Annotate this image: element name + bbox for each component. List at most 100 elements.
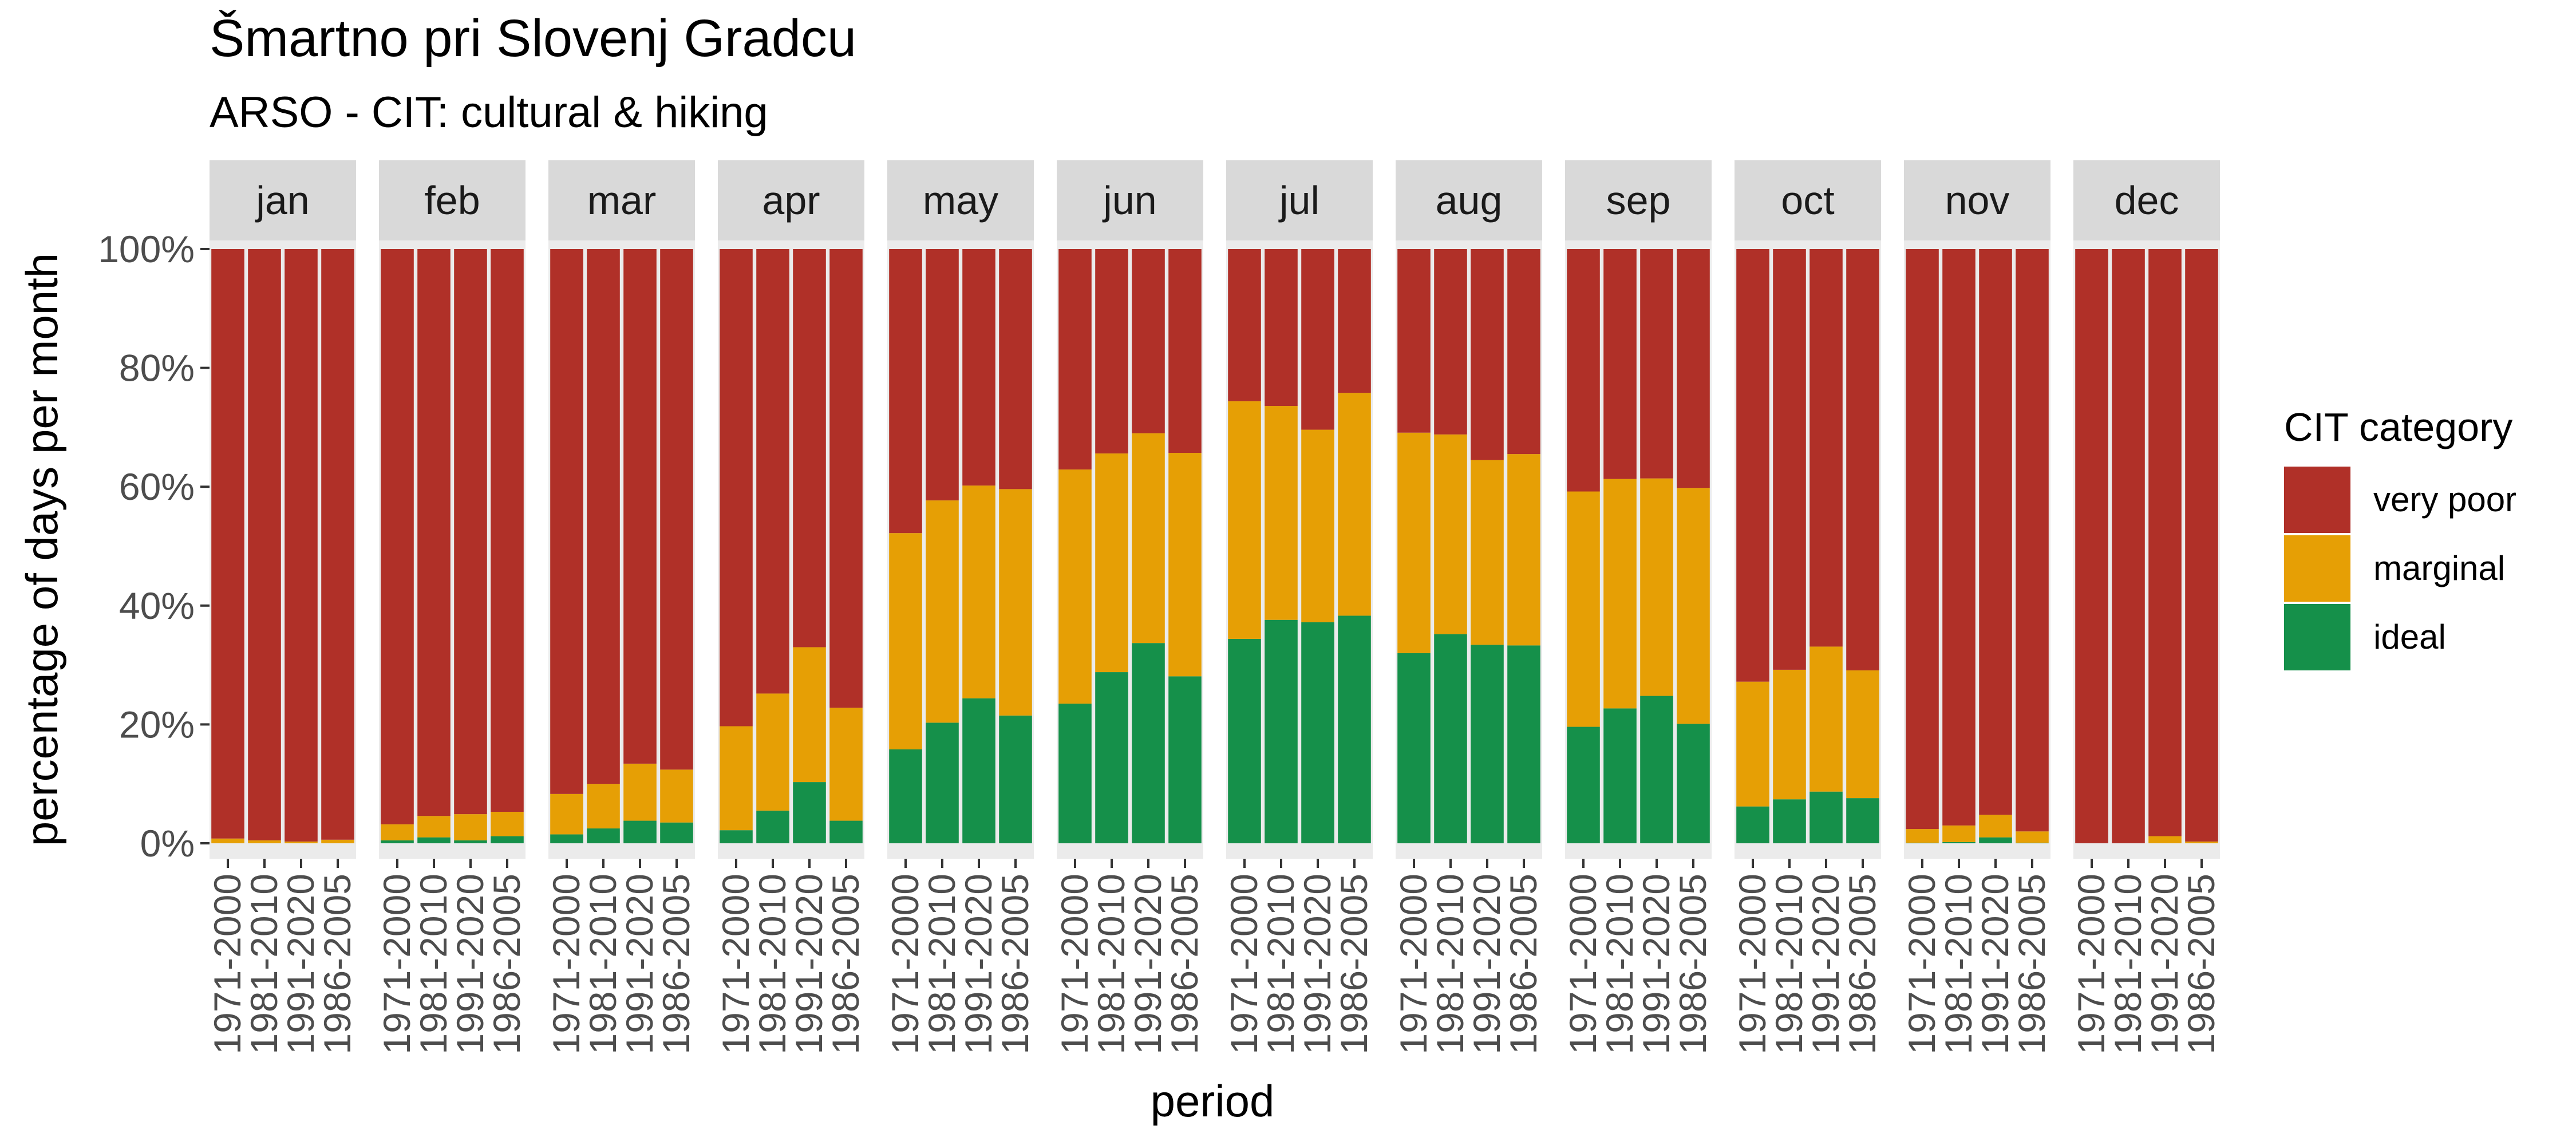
bar-dec-1986-2005-very-poor <box>2185 249 2218 842</box>
bar-jan-1991-2020-marginal <box>285 841 318 843</box>
bar-aug-1971-2000-ideal <box>1397 653 1431 843</box>
x-tick-label-nov-1981-2010: 1981-2010 <box>1937 874 1980 1055</box>
x-tick-label-apr-1986-2005: 1986-2005 <box>824 874 867 1055</box>
strip-label-aug: aug <box>1436 178 1503 223</box>
bar-may-1991-2020-marginal <box>962 485 995 698</box>
x-tick-label-mar-1986-2005: 1986-2005 <box>655 874 697 1055</box>
x-tick-label-oct-1971-2000: 1971-2000 <box>1731 874 1773 1055</box>
bar-oct-1981-2010-ideal <box>1773 799 1806 843</box>
bar-sep-1991-2020-very-poor <box>1640 249 1673 479</box>
strip-label-may: may <box>923 178 998 223</box>
bar-sep-1986-2005-ideal <box>1677 724 1710 843</box>
bar-feb-1981-2010-very-poor <box>417 249 451 816</box>
x-tick-label-jul-1971-2000: 1971-2000 <box>1223 874 1265 1055</box>
bar-oct-1971-2000-very-poor <box>1736 249 1769 682</box>
bar-feb-1971-2000-marginal <box>381 824 414 840</box>
x-tick-label-aug-1981-2010: 1981-2010 <box>1429 874 1471 1055</box>
x-tick-label-jun-1991-2020: 1991-2020 <box>1127 874 1169 1055</box>
bar-aug-1991-2020-very-poor <box>1471 249 1504 460</box>
x-tick-label-nov-1986-2005: 1986-2005 <box>2010 874 2053 1055</box>
bar-oct-1991-2020-very-poor <box>1809 249 1843 647</box>
y-axis-title: percentage of days per month <box>17 253 67 846</box>
strip-aug <box>1396 160 1542 240</box>
bar-nov-1971-2000-marginal <box>1906 829 1939 843</box>
bar-dec-1991-2020-very-poor <box>2148 249 2182 836</box>
bar-jun-1981-2010-ideal <box>1095 672 1128 843</box>
bar-may-1986-2005-marginal <box>999 489 1032 716</box>
bar-may-1971-2000-ideal <box>889 749 922 843</box>
strip-oct <box>1735 160 1881 240</box>
bar-nov-1991-2020-very-poor <box>1979 249 2012 815</box>
bar-apr-1986-2005-marginal <box>829 708 863 821</box>
bar-mar-1971-2000-ideal <box>550 834 583 843</box>
bar-aug-1986-2005-marginal <box>1507 454 1540 646</box>
bar-jun-1991-2020-very-poor <box>1132 249 1165 433</box>
strip-jan <box>210 160 356 240</box>
bar-mar-1981-2010-ideal <box>587 828 620 843</box>
bar-oct-1991-2020-marginal <box>1809 646 1843 792</box>
bar-may-1981-2010-marginal <box>926 500 959 723</box>
bar-nov-1991-2020-ideal <box>1979 837 2012 843</box>
y-tick-label-60: 60% <box>119 465 195 508</box>
bar-jul-1991-2020-very-poor <box>1301 249 1334 430</box>
strip-nov <box>1904 160 2050 240</box>
x-tick-label-aug-1991-2020: 1991-2020 <box>1465 874 1508 1055</box>
y-tick-label-40: 40% <box>119 585 195 627</box>
bar-apr-1971-2000-ideal <box>720 830 753 843</box>
y-axis: 0% 20% 40% 60% 80% 100% <box>98 228 210 864</box>
bar-aug-1971-2000-marginal <box>1397 432 1431 653</box>
bar-dec-1991-2020-marginal <box>2148 836 2182 843</box>
x-tick-label-sep-1991-2020: 1991-2020 <box>1635 874 1677 1055</box>
bar-sep-1986-2005-very-poor <box>1677 249 1710 488</box>
bar-jun-1981-2010-marginal <box>1095 453 1128 673</box>
bar-sep-1981-2010-ideal <box>1603 708 1637 843</box>
bar-jul-1971-2000-ideal <box>1228 638 1261 843</box>
bar-sep-1971-2000-ideal <box>1567 727 1600 843</box>
bar-sep-1981-2010-very-poor <box>1603 249 1637 479</box>
bar-may-1971-2000-very-poor <box>889 249 922 534</box>
bar-oct-1991-2020-ideal <box>1809 791 1843 843</box>
bar-nov-1981-2010-marginal <box>1942 825 1976 842</box>
bar-apr-1981-2010-ideal <box>756 810 789 843</box>
strip-label-jun: jun <box>1102 178 1156 223</box>
bar-jun-1971-2000-very-poor <box>1058 249 1092 470</box>
bar-sep-1986-2005-marginal <box>1677 488 1710 724</box>
strip-label-sep: sep <box>1606 178 1671 223</box>
bar-oct-1986-2005-ideal <box>1846 798 1879 843</box>
strip-label-dec: dec <box>2115 178 2179 223</box>
y-tick-label-0: 0% <box>140 822 195 864</box>
bar-mar-1986-2005-very-poor <box>660 249 693 770</box>
strip-label-nov: nov <box>1945 178 2010 223</box>
bar-jul-1981-2010-very-poor <box>1265 249 1298 406</box>
bar-jul-1971-2000-very-poor <box>1228 249 1261 401</box>
x-tick-label-aug-1986-2005: 1986-2005 <box>1502 874 1544 1055</box>
bar-may-1971-2000-marginal <box>889 533 922 749</box>
strip-label-oct: oct <box>1781 178 1834 223</box>
strip-apr <box>718 160 864 240</box>
strip-mar <box>548 160 695 240</box>
bar-jul-1986-2005-very-poor <box>1338 249 1371 393</box>
x-tick-label-sep-1981-2010: 1981-2010 <box>1598 874 1641 1055</box>
legend: CIT category very poor marginal ideal <box>2284 405 2516 670</box>
bar-feb-1986-2005-very-poor <box>491 249 524 812</box>
x-tick-label-may-1981-2010: 1981-2010 <box>920 874 963 1055</box>
bar-jan-1986-2005-very-poor <box>321 249 354 840</box>
bar-feb-1981-2010-marginal <box>417 816 451 838</box>
x-tick-label-dec-1971-2000: 1971-2000 <box>2070 874 2112 1055</box>
bar-aug-1981-2010-very-poor <box>1434 249 1467 435</box>
x-tick-label-may-1971-2000: 1971-2000 <box>884 874 926 1055</box>
legend-title: CIT category <box>2284 405 2512 449</box>
bar-jun-1986-2005-very-poor <box>1168 249 1202 453</box>
bar-jun-1981-2010-very-poor <box>1095 249 1128 454</box>
bar-apr-1981-2010-marginal <box>756 693 789 811</box>
bar-nov-1991-2020-marginal <box>1979 815 2012 838</box>
x-tick-label-jul-1986-2005: 1986-2005 <box>1333 874 1375 1055</box>
bar-jun-1986-2005-marginal <box>1168 453 1202 677</box>
x-tick-label-jun-1981-2010: 1981-2010 <box>1090 874 1132 1055</box>
x-tick-label-jan-1971-2000: 1971-2000 <box>206 874 248 1055</box>
